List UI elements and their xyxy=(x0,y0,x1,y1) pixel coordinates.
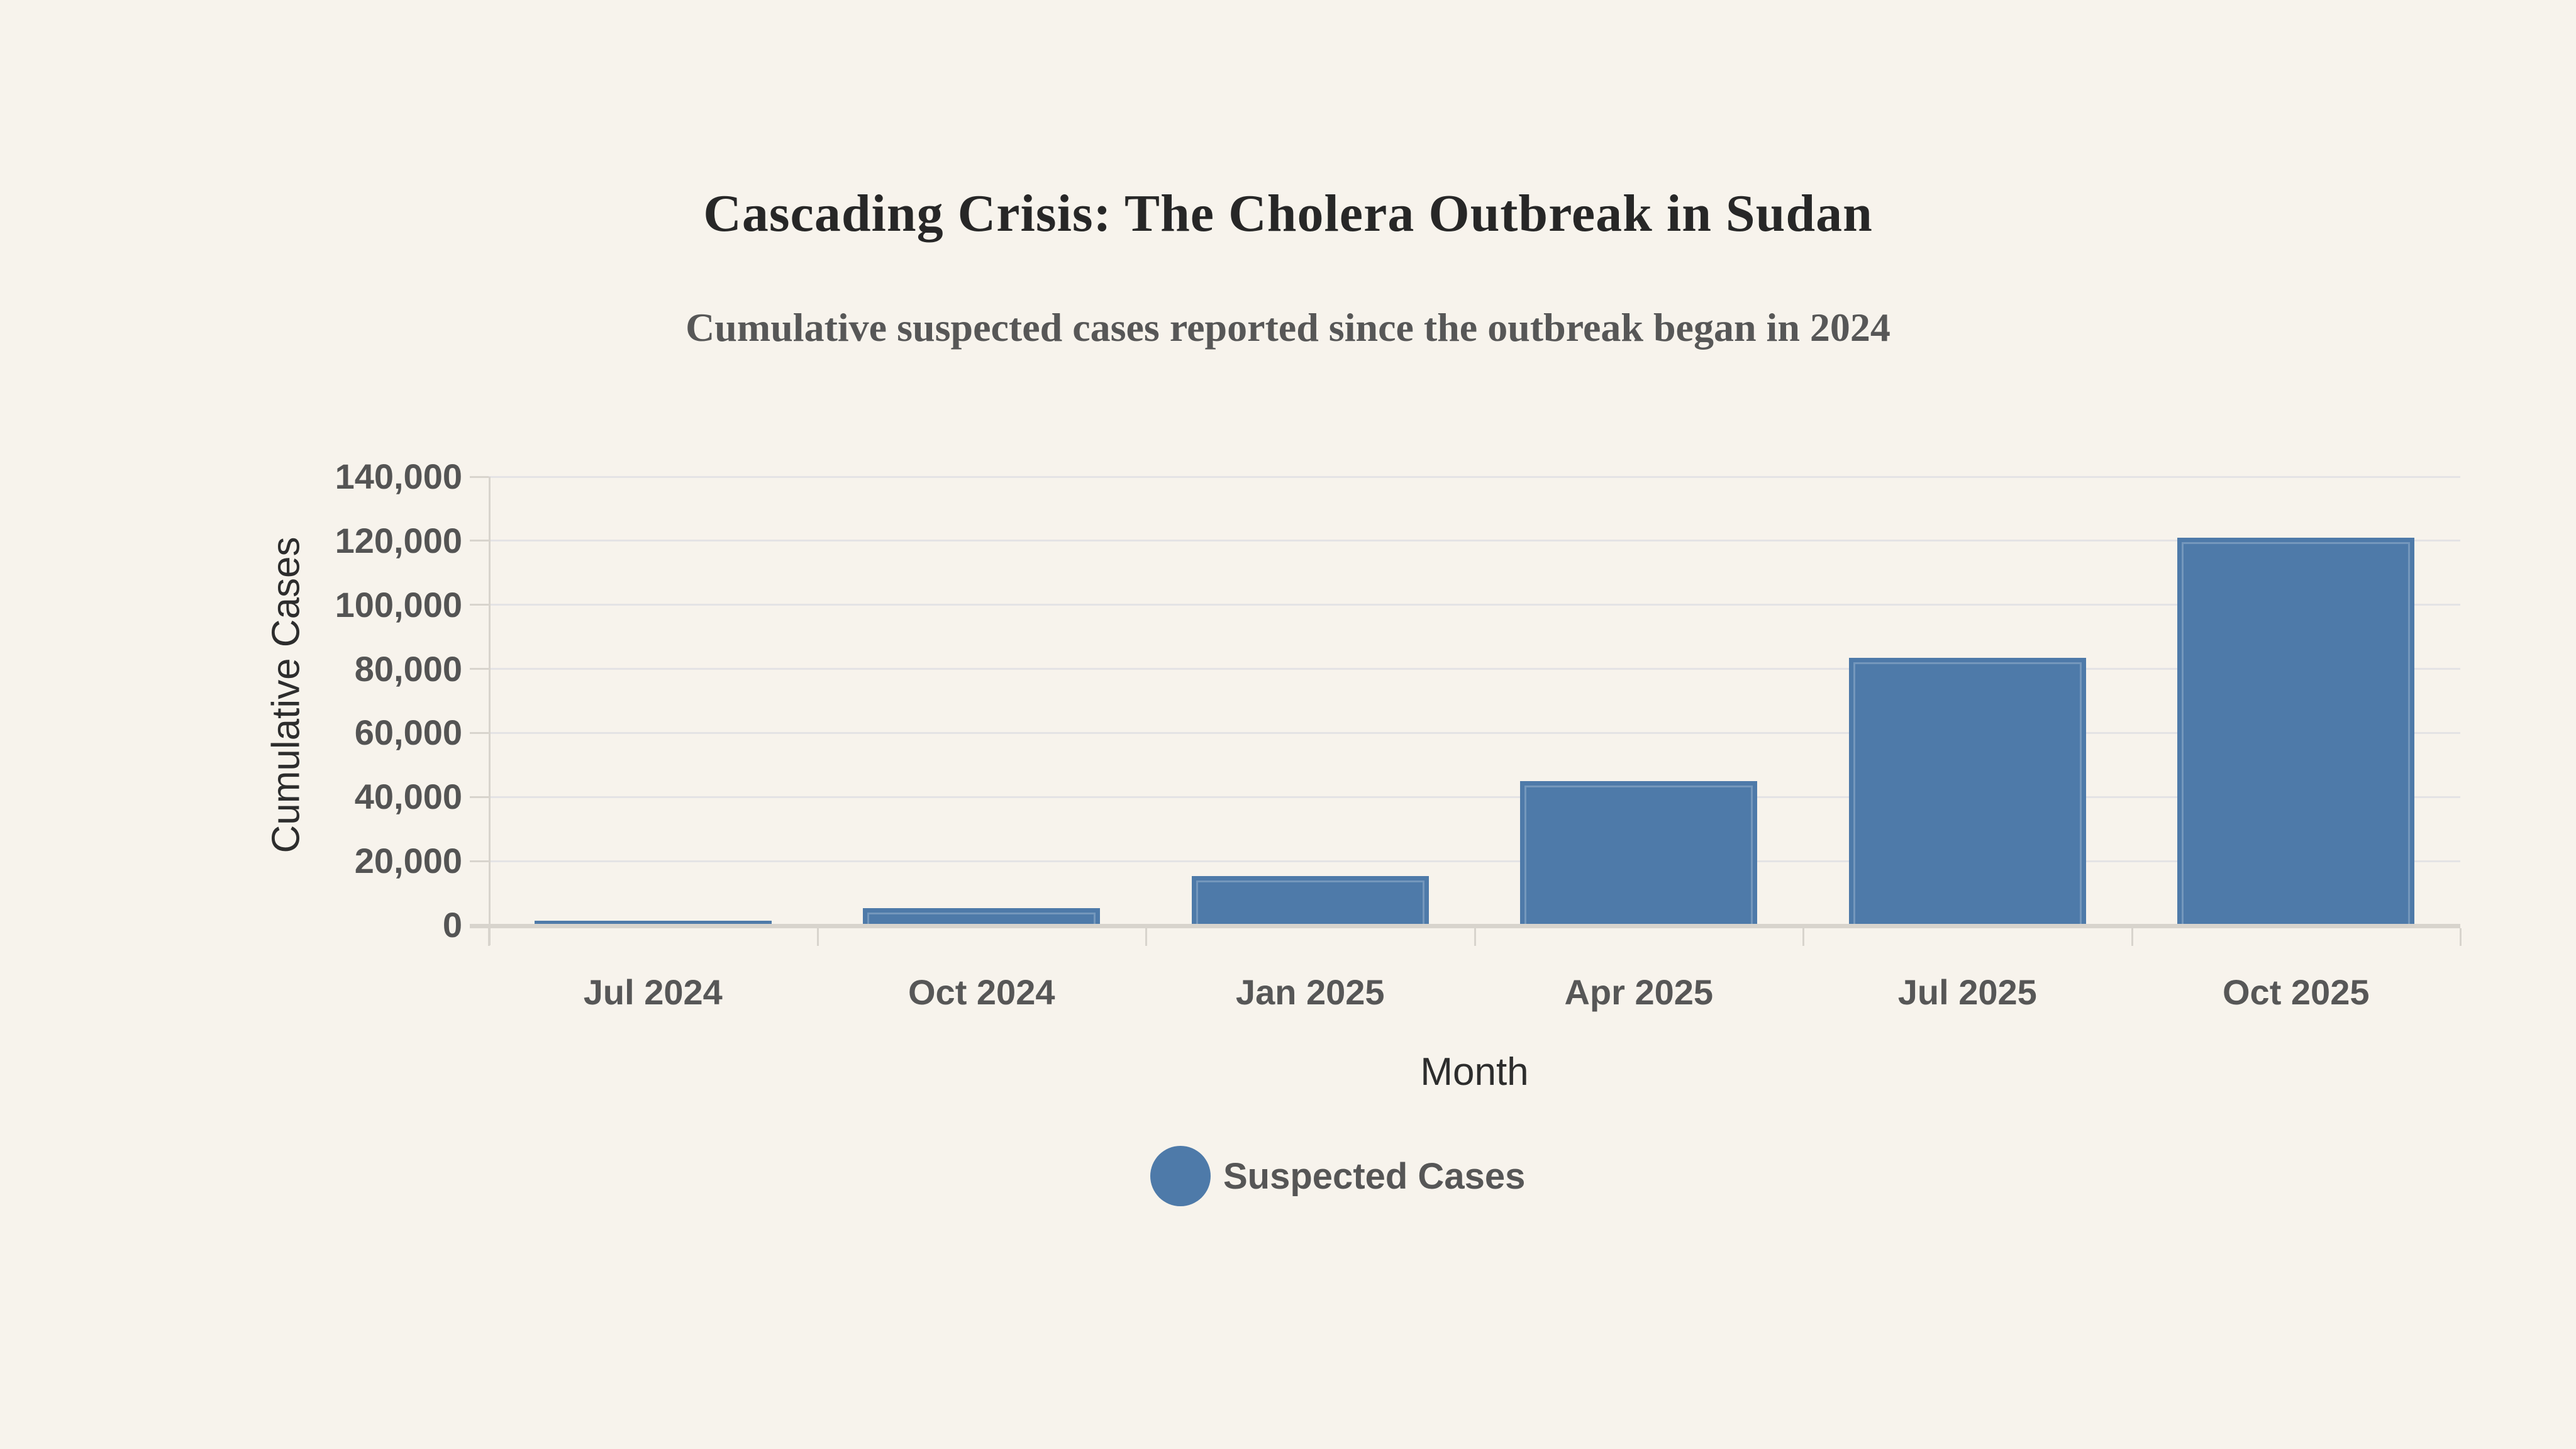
y-tick-mark xyxy=(470,731,489,734)
chart-subtitle: Cumulative suspected cases reported sinc… xyxy=(686,305,1890,350)
bar-jan-2025[interactable] xyxy=(1192,876,1429,924)
x-tick-mark xyxy=(816,928,819,946)
circle-icon xyxy=(1150,1146,1211,1206)
x-tick-label: Apr 2025 xyxy=(1564,972,1714,1012)
gridline xyxy=(489,604,2460,606)
x-axis-title: Month xyxy=(1420,1050,1529,1094)
y-tick-mark xyxy=(470,860,489,862)
bar-highlight xyxy=(1196,880,1424,924)
y-tick-mark xyxy=(470,668,489,670)
y-tick-mark xyxy=(470,475,489,478)
x-tick-mark xyxy=(2131,928,2133,946)
x-tick-label: Jul 2025 xyxy=(1897,972,2037,1012)
x-axis-baseline xyxy=(470,924,2460,928)
y-tick-label: 0 xyxy=(442,905,462,945)
x-tick-mark xyxy=(1145,928,1147,946)
x-tick-mark xyxy=(1802,928,1804,946)
gridline xyxy=(489,475,2460,478)
gridline xyxy=(489,731,2460,734)
y-axis-line xyxy=(489,477,491,945)
gridline xyxy=(489,540,2460,542)
x-tick-mark xyxy=(1474,928,1476,946)
bar-apr-2025[interactable] xyxy=(1520,781,1757,924)
legend-item[interactable]: Suspected Cases xyxy=(1150,1146,1525,1206)
x-tick-label: Oct 2024 xyxy=(908,972,1055,1012)
bar-highlight xyxy=(1853,662,2082,924)
y-tick-label: 140,000 xyxy=(335,457,462,496)
chart-title: Cascading Crisis: The Cholera Outbreak i… xyxy=(703,184,1873,243)
x-tick-mark xyxy=(487,928,490,946)
legend: Suspected Cases xyxy=(1150,1146,1525,1206)
plot-area: 0 20,000 40,000 60,000 80,000 100,000 120,000 1… xyxy=(335,459,2462,1010)
y-tick-label: 40,000 xyxy=(354,777,462,817)
y-tick-label: 100,000 xyxy=(335,584,462,625)
x-tick-mark xyxy=(2459,928,2462,946)
y-tick-label: 80,000 xyxy=(354,648,462,689)
bar-oct-2024[interactable] xyxy=(863,908,1100,924)
legend-label: Suspected Cases xyxy=(1223,1155,1526,1197)
bar-jul-2025[interactable] xyxy=(1849,658,2086,924)
x-tick-label: Oct 2025 xyxy=(2223,972,2370,1012)
x-tick-label: Jul 2024 xyxy=(583,972,723,1012)
bar-jul-2024[interactable] xyxy=(535,921,772,924)
y-tick-label: 120,000 xyxy=(335,520,462,560)
gridline xyxy=(489,860,2460,862)
y-tick-label: 60,000 xyxy=(354,713,462,753)
bar-highlight xyxy=(1524,786,1753,924)
y-tick-mark xyxy=(470,604,489,606)
y-tick-mark xyxy=(470,796,489,798)
y-tick-label: 20,000 xyxy=(354,841,462,881)
bar-highlight xyxy=(867,913,1096,924)
gridline xyxy=(489,668,2460,670)
y-tick-mark xyxy=(470,540,489,542)
bar-oct-2025[interactable] xyxy=(2177,538,2414,924)
x-tick-label: Jan 2025 xyxy=(1235,972,1385,1012)
bar-highlight xyxy=(2182,542,2410,924)
gridline xyxy=(489,796,2460,798)
